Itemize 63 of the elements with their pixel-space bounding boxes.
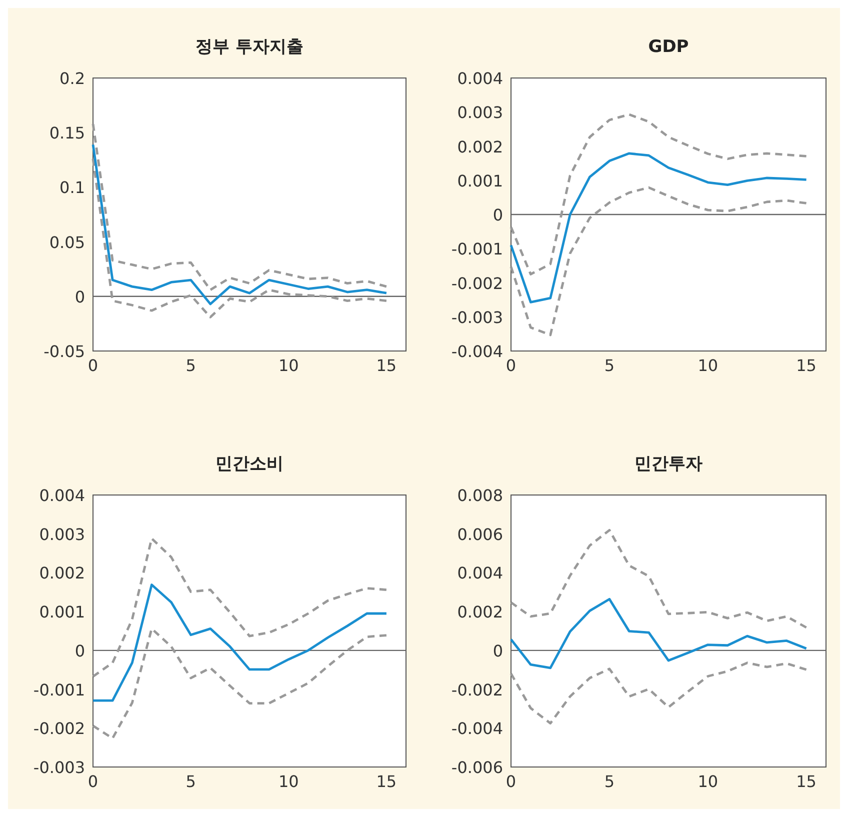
x-tick-label: 0 (88, 772, 98, 791)
x-tick-label: 0 (88, 356, 98, 375)
chart-title: 민간투자 (634, 454, 702, 474)
line-series (92, 584, 388, 702)
y-tick-label: 0.002 (457, 602, 503, 622)
line-series (92, 122, 388, 292)
y-tick-label: 0.1 (60, 178, 85, 198)
y-tick-label: 0.003 (457, 103, 503, 122)
y-tick-label: 0.001 (39, 602, 85, 622)
y-tick-label: -0.001 (451, 240, 503, 259)
line-series (510, 598, 808, 670)
y-tick-label: 0.008 (457, 486, 503, 505)
x-tick-label: 10 (278, 356, 299, 375)
y-tick-label: -0.003 (33, 758, 85, 777)
y-tick-label: -0.001 (33, 680, 85, 700)
line-series (510, 186, 808, 336)
y-tick-label: 0.003 (39, 524, 85, 544)
line-series (510, 152, 808, 304)
line-series (510, 113, 808, 276)
chart-title: 민간소비 (216, 454, 284, 474)
line-series (510, 528, 808, 629)
y-tick-label: 0.004 (457, 69, 503, 88)
y-tick-label: -0.003 (451, 308, 503, 327)
line-series (510, 662, 808, 724)
line-series (92, 627, 388, 740)
y-tick-label: 0.2 (60, 69, 85, 88)
x-tick-label: 15 (376, 356, 397, 375)
y-tick-label: -0.002 (33, 719, 85, 738)
y-tick-label: 0.05 (49, 232, 85, 252)
y-tick-label: 0 (74, 287, 85, 306)
y-tick-label: 0.004 (457, 564, 503, 583)
y-tick-label: -0.002 (451, 274, 503, 293)
x-tick-label: 15 (796, 356, 816, 375)
x-tick-label: 5 (186, 356, 196, 375)
x-tick-label: 5 (604, 772, 615, 791)
y-tick-label: 0.002 (457, 137, 503, 156)
y-tick-label: -0.05 (44, 342, 85, 361)
y-tick-label: 0.004 (39, 486, 85, 505)
y-tick-label: 0.15 (49, 124, 85, 143)
line-series (92, 158, 388, 318)
x-tick-label: 0 (506, 356, 516, 375)
y-tick-label: -0.004 (451, 342, 503, 361)
chart-title: 정부 투자지출 (196, 37, 304, 57)
x-tick-label: 10 (278, 772, 299, 791)
y-tick-label: -0.004 (451, 719, 503, 738)
y-tick-label: 0 (74, 641, 85, 660)
x-tick-label: 5 (186, 772, 196, 791)
y-tick-label: 0.001 (457, 171, 503, 190)
x-tick-label: 0 (506, 772, 516, 791)
x-tick-label: 15 (796, 772, 816, 791)
y-tick-label: -0.002 (451, 680, 503, 700)
x-tick-label: 10 (698, 772, 718, 791)
y-tick-label: 0 (492, 206, 503, 224)
y-tick-label: 0.002 (39, 564, 85, 583)
line-series (92, 537, 388, 678)
y-tick-label: 0.006 (457, 524, 503, 544)
y-tick-label: 0 (492, 641, 503, 660)
y-tick-label: -0.006 (451, 758, 503, 777)
x-tick-label: 15 (376, 772, 397, 791)
x-tick-label: 10 (698, 356, 718, 375)
x-tick-label: 5 (604, 356, 615, 375)
chart-title: GDP (648, 37, 689, 57)
line-series (92, 143, 388, 306)
